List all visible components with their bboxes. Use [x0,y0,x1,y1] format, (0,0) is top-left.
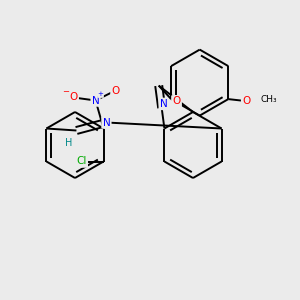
Text: CH₃: CH₃ [260,94,277,103]
Text: N: N [103,118,110,128]
Text: N: N [92,95,100,106]
Text: O: O [112,85,120,95]
Text: Cl: Cl [76,157,87,166]
Text: +: + [98,92,103,98]
Text: O: O [242,96,250,106]
Text: H: H [65,137,72,148]
Text: −: − [62,87,69,96]
Text: O: O [70,92,78,103]
Text: N: N [160,99,168,109]
Text: O: O [172,96,181,106]
